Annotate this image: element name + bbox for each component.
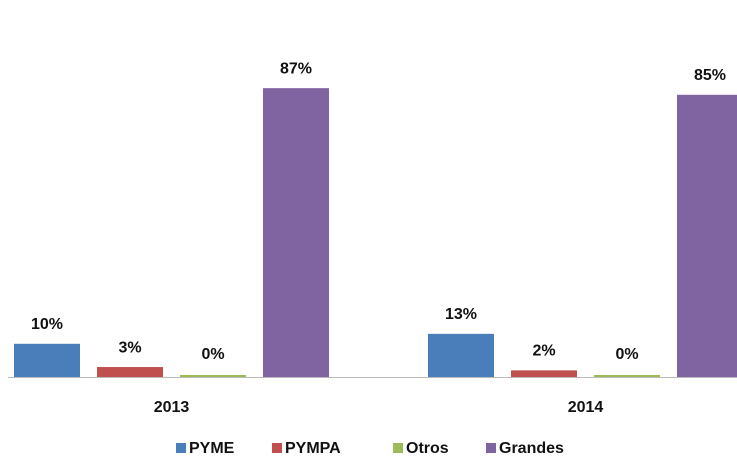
data-label: 87% (280, 60, 312, 77)
bar (14, 343, 80, 377)
data-label: 2% (532, 343, 555, 360)
x-tick-label: 2013 (154, 399, 190, 416)
data-label: 0% (201, 346, 224, 363)
bar (180, 375, 246, 377)
bar (97, 367, 163, 377)
legend-label: Grandes (499, 440, 564, 457)
legend-swatch (393, 443, 403, 453)
x-tick-label: 2014 (568, 399, 604, 416)
legend-swatch (176, 443, 186, 453)
legend-label: PYME (189, 440, 235, 457)
legend-swatch (272, 443, 282, 453)
legend-label: PYMPA (285, 440, 341, 457)
legend-swatch (486, 443, 496, 453)
bar (263, 88, 329, 377)
bar (677, 94, 737, 378)
data-label: 85% (694, 67, 726, 84)
bar (511, 370, 577, 377)
bar (594, 375, 660, 377)
bar (428, 333, 494, 377)
data-label: 10% (31, 316, 63, 333)
data-label: 0% (615, 346, 638, 363)
data-label: 3% (118, 339, 141, 356)
legend-label: Otros (406, 440, 449, 457)
data-label: 13% (445, 306, 477, 323)
